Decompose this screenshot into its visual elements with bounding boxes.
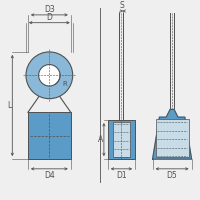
Text: D3: D3 — [44, 5, 55, 14]
Text: A: A — [98, 135, 103, 144]
Text: S: S — [119, 1, 124, 10]
Circle shape — [26, 52, 73, 99]
Bar — [156, 119, 189, 157]
Text: D4: D4 — [44, 171, 55, 180]
Text: L: L — [7, 101, 11, 110]
Text: R: R — [62, 81, 67, 87]
Text: D1: D1 — [116, 171, 127, 180]
Circle shape — [39, 65, 60, 86]
Bar — [108, 120, 135, 159]
Bar — [28, 112, 71, 159]
Bar — [113, 122, 130, 157]
Polygon shape — [153, 109, 192, 159]
Text: D: D — [46, 13, 52, 22]
Text: D5: D5 — [167, 171, 177, 180]
